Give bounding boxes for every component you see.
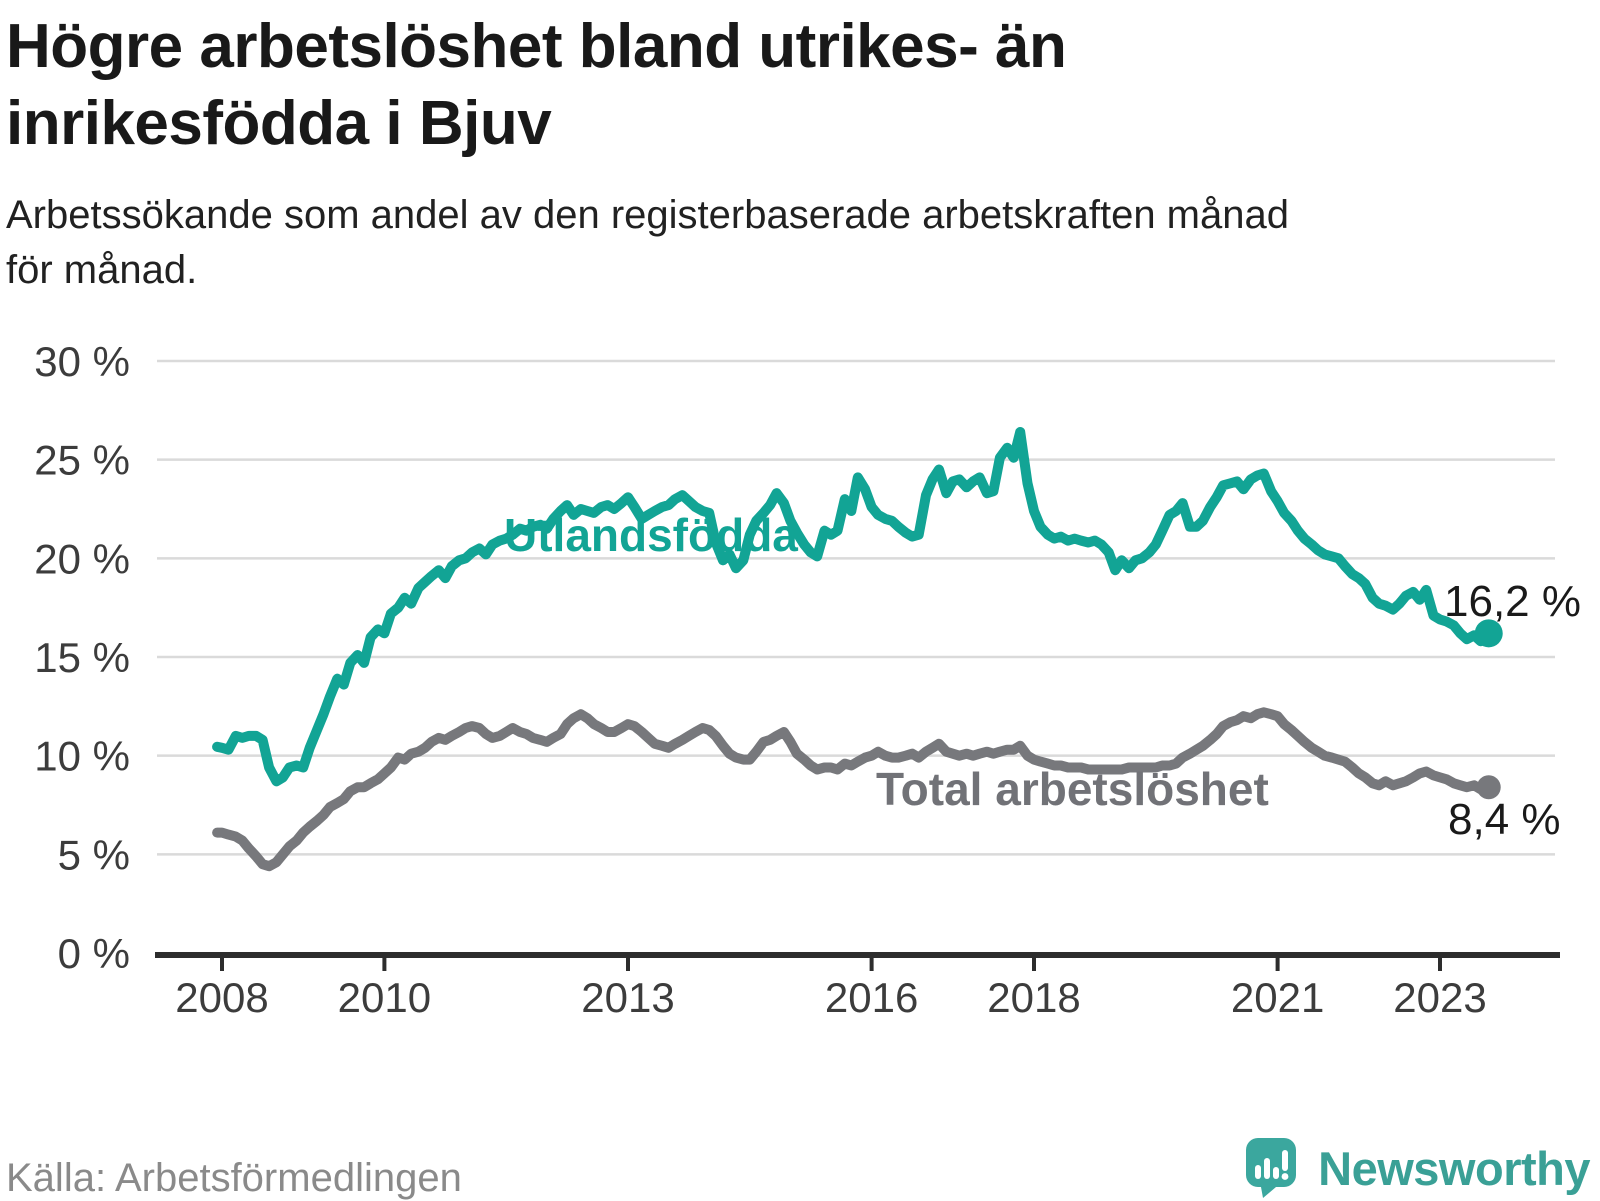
y-tick-label: 25 % <box>34 437 130 484</box>
series-line-0 <box>212 427 1494 787</box>
series-label-1: Total arbetslöshet <box>876 763 1269 815</box>
x-tick-label: 2021 <box>1231 974 1324 1021</box>
series-lines <box>212 427 1503 872</box>
y-tick-label: 30 % <box>34 338 130 385</box>
series-line-1 <box>212 707 1494 872</box>
series-label-0: Utlandsfödda <box>504 509 798 561</box>
source-credit: Källa: Arbetsförmedlingen <box>6 1156 462 1200</box>
y-tick-label: 15 % <box>34 634 130 681</box>
y-axis-labels: 0 % 5 % 10 % 15 % 20 % 25 % 30 % <box>34 338 130 977</box>
x-tick-label: 2010 <box>338 974 431 1021</box>
newsworthy-wordmark: Newsworthy <box>1318 1141 1590 1195</box>
series-annotations: Utlandsfödda 16,2 % Total arbetslöshet 8,4 … <box>504 509 1581 844</box>
x-tick-label: 2018 <box>987 974 1080 1021</box>
subtitle-line-2: för månad. <box>6 248 198 292</box>
y-tick-label: 0 % <box>58 930 130 977</box>
y-tick-label: 5 % <box>58 831 130 878</box>
series-end-value-1: 8,4 % <box>1448 795 1561 844</box>
subtitle-line-1: Arbetssökande som andel av den registerb… <box>6 193 1289 237</box>
x-axis-labels: 2008 2010 2013 2016 2018 2021 2023 <box>175 974 1486 1021</box>
newsworthy-logo: Newsworthy <box>1246 1138 1590 1198</box>
x-tick-label: 2008 <box>175 974 268 1021</box>
y-tick-label: 20 % <box>34 535 130 582</box>
series-end-value-0: 16,2 % <box>1444 577 1581 626</box>
series-end-dot-1 <box>1476 775 1501 800</box>
series-end-dot-0 <box>1474 619 1503 648</box>
newsworthy-bubble-icon <box>1246 1138 1297 1198</box>
chart-subtitle: Arbetssökande som andel av den registerb… <box>6 188 1289 298</box>
y-tick-label: 10 % <box>34 733 130 780</box>
x-axis <box>155 952 1560 971</box>
title-line-2: inrikesfödda i Bjuv <box>6 89 552 158</box>
x-tick-label: 2023 <box>1393 974 1486 1021</box>
page-title: Högre arbetslöshet bland utrikes- än inr… <box>6 8 1067 162</box>
x-tick-label: 2013 <box>581 974 674 1021</box>
x-tick-label: 2016 <box>825 974 918 1021</box>
title-line-1: Högre arbetslöshet bland utrikes- än <box>6 12 1067 81</box>
